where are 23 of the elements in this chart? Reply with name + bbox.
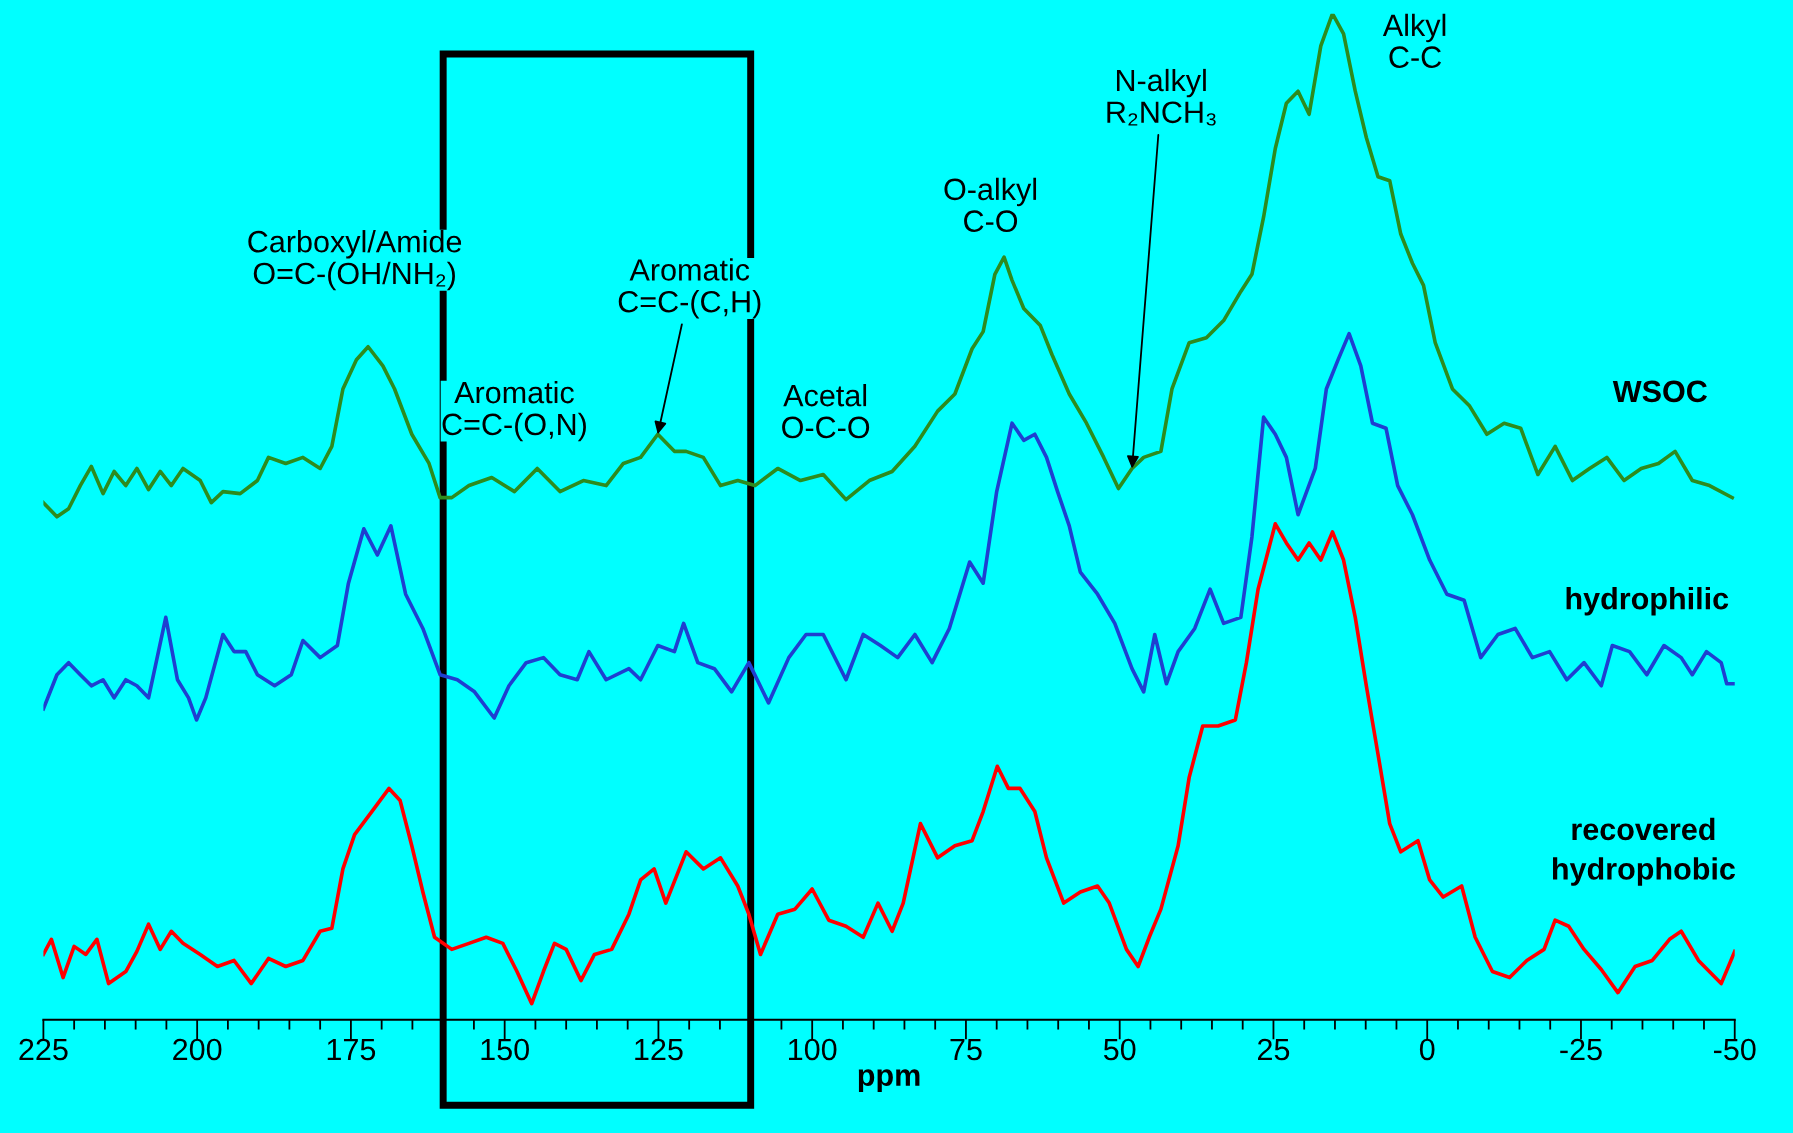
x-tick-label: 225	[19, 1038, 68, 1061]
x-tick-label: 200	[173, 1038, 222, 1061]
x-tick-label: -25	[1560, 1038, 1602, 1061]
x-tick-label: 150	[481, 1038, 529, 1061]
x-tick-label: 100	[789, 1038, 837, 1061]
series-label: hydrophilic	[1566, 587, 1729, 616]
x-tick-label: 75	[950, 1038, 982, 1061]
x-tick-label: 125	[635, 1038, 683, 1061]
series-label: WSOC	[1612, 380, 1707, 403]
x-tick-label: 0	[1419, 1038, 1435, 1061]
x-axis-title: ppm	[858, 1069, 920, 1093]
annotation: Acetal O-C-O	[782, 383, 870, 439]
x-tick-label: 50	[1103, 1038, 1136, 1061]
series-label: recovered hydrophobic	[1553, 817, 1736, 886]
annotation: Aromatic C=C-(C,H)	[618, 258, 761, 319]
annotation: N-alkyl R₂NCH₃	[1107, 68, 1216, 126]
annotation: Carboxyl/Amide O=C-(OH/NH₂)	[248, 230, 462, 291]
x-tick-label: 175	[327, 1038, 376, 1061]
annotation: Alkyl C-C	[1382, 13, 1446, 68]
annotation: Aromatic C=C-(O,N)	[442, 380, 586, 442]
x-tick-label: -50	[1714, 1038, 1756, 1061]
annotation: O-alkyl C-O	[944, 177, 1037, 232]
x-tick-label: 25	[1258, 1038, 1290, 1061]
